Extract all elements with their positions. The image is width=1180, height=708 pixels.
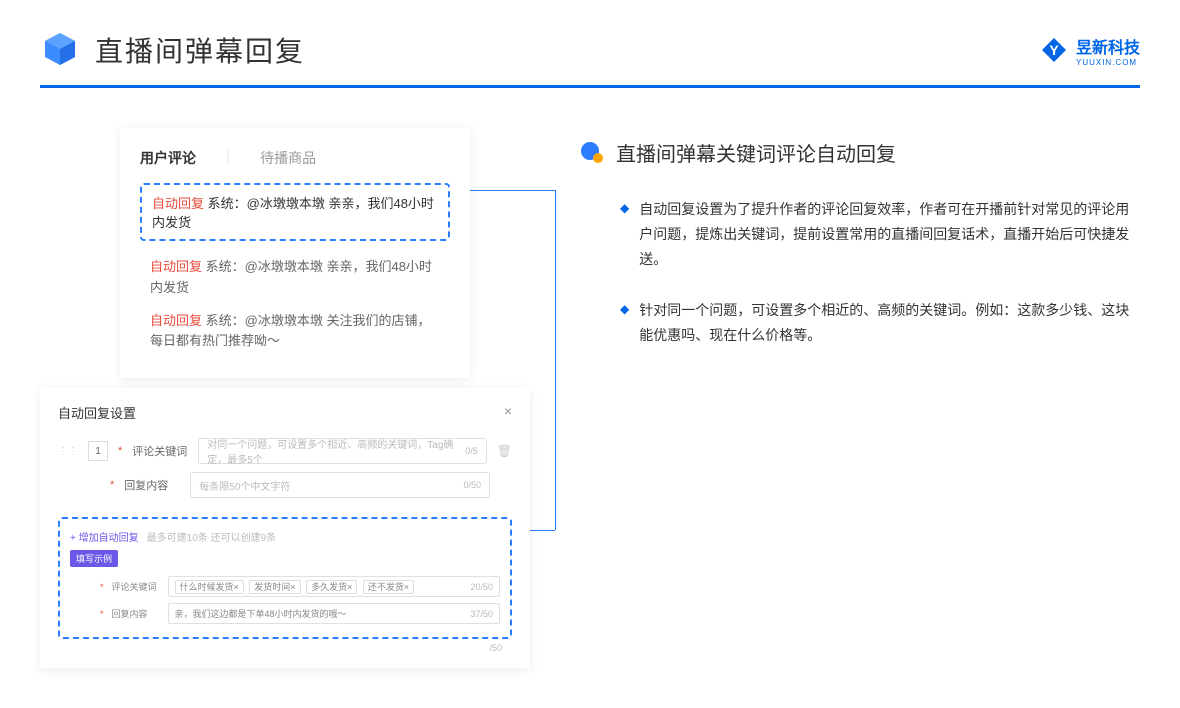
highlighted-reply: 自动回复 系统：@冰墩墩本墩 亲亲，我们48小时内发货 <box>140 183 450 241</box>
chat-icon <box>580 141 604 165</box>
add-row: + 增加自动回复 最多可建10条 还可以创建9条 <box>70 529 500 544</box>
kw-input[interactable]: 对同一个问题，可设置多个相近、高频的关键词，Tag确定，最多5个 0/5 <box>198 438 486 464</box>
ex-content-input[interactable]: 亲，我们这边都是下单48小时内发货的哦～ 37/50 <box>168 603 500 624</box>
reply-item: 自动回复 系统：@冰墩墩本墩 亲亲，我们48小时内发货 <box>140 251 450 305</box>
content-label: 回复内容 <box>124 477 180 493</box>
drag-icon[interactable]: ⋮⋮ <box>58 446 78 457</box>
connector-line <box>470 190 555 191</box>
bullet-item: ◆ 针对同一个问题，可设置多个相近的、高频的关键词。例如：这款多少钱、这块能优惠… <box>580 298 1140 348</box>
auto-tag: 自动回复 <box>152 196 204 211</box>
comment-card: 用户评论 | 待播商品 自动回复 系统：@冰墩墩本墩 亲亲，我们48小时内发货 … <box>120 128 470 378</box>
settings-title-row: 自动回复设置 × <box>58 403 512 434</box>
section-title-text: 直播间弹幕关键词评论自动回复 <box>616 138 896 167</box>
settings-card: 自动回复设置 × ⋮⋮ 1 * 评论关键词 对同一个问题，可设置多个相近、高频的… <box>40 388 530 668</box>
diamond-icon: ◆ <box>620 302 629 348</box>
ex-kw-row: * 评论关键词 什么时候发货× 发货时间× 多久发货× 还不发货× 20/50 <box>70 573 500 600</box>
page-header: 直播间弹幕回复 Y 昱新科技 YUUXIN.COM <box>0 0 1180 85</box>
company-logo: Y 昱新科技 YUUXIN.COM <box>1040 34 1140 67</box>
svg-text:Y: Y <box>1049 42 1059 58</box>
cube-icon <box>40 30 80 70</box>
example-badge: 填写示例 <box>70 550 118 567</box>
page-title: 直播间弹幕回复 <box>95 30 305 70</box>
logo-icon: Y <box>1040 36 1068 64</box>
example-box: + 增加自动回复 最多可建10条 还可以创建9条 填写示例 * 评论关键词 什么… <box>58 517 512 639</box>
delete-icon[interactable]: 🗑 <box>497 444 512 458</box>
keyword-row: ⋮⋮ 1 * 评论关键词 对同一个问题，可设置多个相近、高频的关键词，Tag确定… <box>58 434 512 468</box>
tab-products[interactable]: 待播商品 <box>260 148 316 168</box>
screenshot-panel: 用户评论 | 待播商品 自动回复 系统：@冰墩墩本墩 亲亲，我们48小时内发货 … <box>40 128 540 668</box>
tab-comments[interactable]: 用户评论 <box>140 148 196 168</box>
content-row: * 回复内容 每条限50个中文字符 0/50 <box>58 468 512 502</box>
bullet-text: 针对同一个问题，可设置多个相近的、高频的关键词。例如：这款多少钱、这块能优惠吗、… <box>639 298 1140 348</box>
bullet-text: 自动回复设置为了提升作者的评论回复效率，作者可在开播前针对常见的评论用户问题，提… <box>639 197 1140 273</box>
kw-label: 评论关键词 <box>132 443 188 459</box>
ex-kw-input[interactable]: 什么时候发货× 发货时间× 多久发货× 还不发货× 20/50 <box>168 576 500 597</box>
bullet-item: ◆ 自动回复设置为了提升作者的评论回复效率，作者可在开播前针对常见的评论用户问题… <box>580 197 1140 273</box>
ex-content-row: * 回复内容 亲，我们这边都是下单48小时内发货的哦～ 37/50 <box>70 600 500 627</box>
settings-title: 自动回复设置 <box>58 403 136 422</box>
add-reply-link[interactable]: + 增加自动回复 <box>70 533 139 544</box>
outer-counter: /50 <box>58 639 512 653</box>
section-title: 直播间弹幕关键词评论自动回复 <box>580 138 1140 167</box>
content-input[interactable]: 每条限50个中文字符 0/50 <box>190 472 490 498</box>
tags: 什么时候发货× 发货时间× 多久发货× 还不发货× <box>175 580 418 593</box>
reply-item: 自动回复 系统：@冰墩墩本墩 关注我们的店铺，每日都有热门推荐呦～ <box>140 305 450 359</box>
description-panel: 直播间弹幕关键词评论自动回复 ◆ 自动回复设置为了提升作者的评论回复效率，作者可… <box>580 128 1140 668</box>
order-num: 1 <box>88 441 108 461</box>
logo-sub: YUUXIN.COM <box>1076 58 1137 67</box>
diamond-icon: ◆ <box>620 201 629 273</box>
close-icon[interactable]: × <box>504 403 512 422</box>
tabs: 用户评论 | 待播商品 <box>140 148 450 183</box>
add-hint: 最多可建10条 还可以创建9条 <box>147 533 276 544</box>
header-left: 直播间弹幕回复 <box>40 30 305 70</box>
connector-line <box>555 190 556 530</box>
logo-main: 昱新科技 <box>1076 34 1140 58</box>
